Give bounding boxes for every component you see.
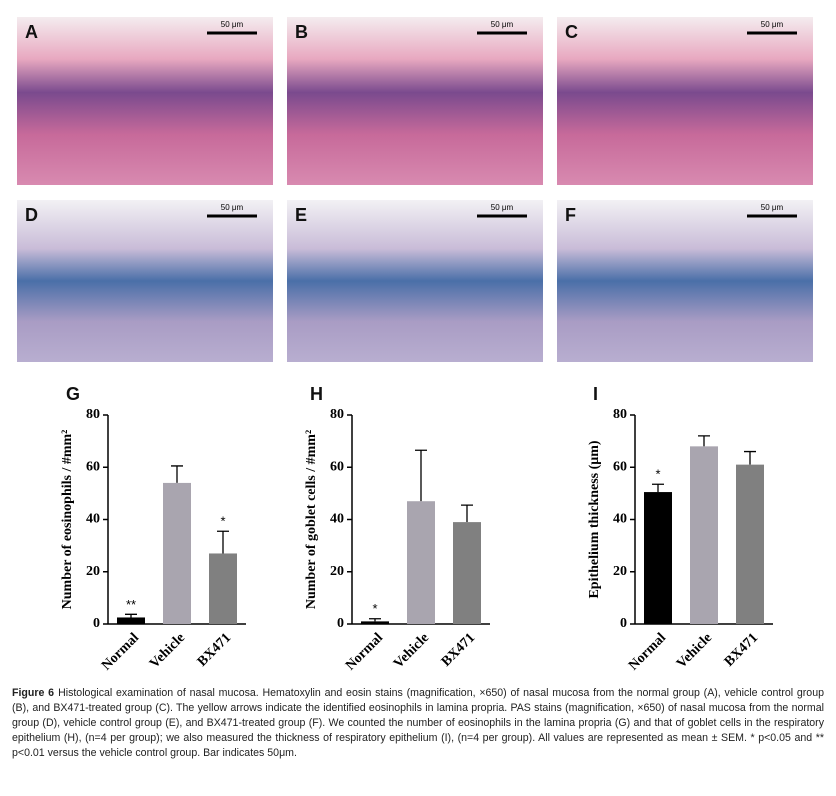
significance-mark: * [372, 601, 377, 616]
bar [163, 482, 191, 624]
panel-label: F [565, 205, 576, 225]
y-tick-label: 0 [337, 616, 344, 631]
error-bar [698, 435, 710, 447]
micrograph [17, 17, 273, 185]
x-tick-label: Vehicle [674, 630, 715, 671]
bar [407, 501, 435, 624]
x-tick-label: BX471 [439, 630, 478, 669]
bar [736, 464, 764, 624]
x-tick-label: BX471 [195, 630, 234, 669]
panel-label: E [295, 205, 307, 225]
error-bar [217, 530, 229, 554]
caption-label: Figure 6 [12, 687, 55, 699]
x-tick-label: Normal [626, 630, 669, 673]
scale-label: 50 μm [491, 20, 514, 29]
bar [690, 446, 718, 624]
y-axis-label: Number of eosinophils / #mm² [60, 430, 75, 610]
scale-label: 50 μm [761, 203, 784, 212]
scale-label: 50 μm [491, 203, 514, 212]
bar [117, 617, 145, 624]
error-bar [369, 618, 381, 622]
caption: Figure 6 Histological examination of nasa… [12, 686, 824, 761]
panel-label: A [25, 22, 38, 42]
panel-label: B [295, 22, 308, 42]
figure: A 50 μm B 50 μm C 50 μm D 50 μm E 50 μm F 50 μm G Num… [17, 17, 813, 674]
x-tick-label: Vehicle [147, 630, 188, 671]
y-axis-label: Epithelium thickness (μm) [587, 440, 602, 598]
significance-mark: * [655, 467, 660, 482]
y-tick-label: 40 [330, 512, 344, 527]
error-bar [652, 483, 664, 493]
y-tick-label: 80 [613, 407, 627, 422]
micrograph [17, 200, 273, 362]
y-tick-label: 60 [613, 459, 627, 474]
y-tick-label: 20 [86, 564, 100, 579]
error-bar [415, 449, 427, 502]
y-tick-label: 80 [86, 407, 100, 422]
micrograph [287, 17, 543, 185]
x-tick-label: Normal [343, 630, 386, 673]
caption-text: Histological examination of nasal mucosa… [12, 687, 824, 759]
scale-label: 50 μm [761, 20, 784, 29]
micrograph [287, 200, 543, 362]
y-tick-label: 0 [93, 616, 100, 631]
y-tick-label: 40 [86, 512, 100, 527]
y-axis-label: Number of goblet cells / #mm² [304, 430, 319, 609]
bar [453, 522, 481, 624]
micrograph [557, 17, 813, 185]
scale-label: 50 μm [221, 203, 244, 212]
y-tick-label: 80 [330, 407, 344, 422]
panel-label: G [66, 384, 80, 404]
panel-label: H [310, 384, 323, 404]
error-bar [744, 450, 756, 465]
y-tick-label: 0 [620, 616, 627, 631]
y-tick-label: 20 [330, 564, 344, 579]
significance-mark: ** [126, 597, 136, 612]
x-tick-label: Normal [99, 630, 142, 673]
bar [209, 553, 237, 624]
micrograph [557, 200, 813, 362]
bar [361, 621, 389, 624]
bar [644, 492, 672, 624]
y-tick-label: 60 [86, 459, 100, 474]
scale-label: 50 μm [221, 20, 244, 29]
panel-label: C [565, 22, 578, 42]
panel-label: I [593, 384, 598, 404]
error-bar [461, 504, 473, 523]
x-tick-label: BX471 [722, 630, 761, 669]
y-tick-label: 40 [613, 512, 627, 527]
y-tick-label: 20 [613, 564, 627, 579]
y-tick-label: 60 [330, 459, 344, 474]
x-tick-label: Vehicle [391, 630, 432, 671]
error-bar [171, 465, 183, 483]
panel-label: D [25, 205, 38, 225]
significance-mark: * [220, 514, 225, 529]
error-bar [125, 613, 137, 618]
